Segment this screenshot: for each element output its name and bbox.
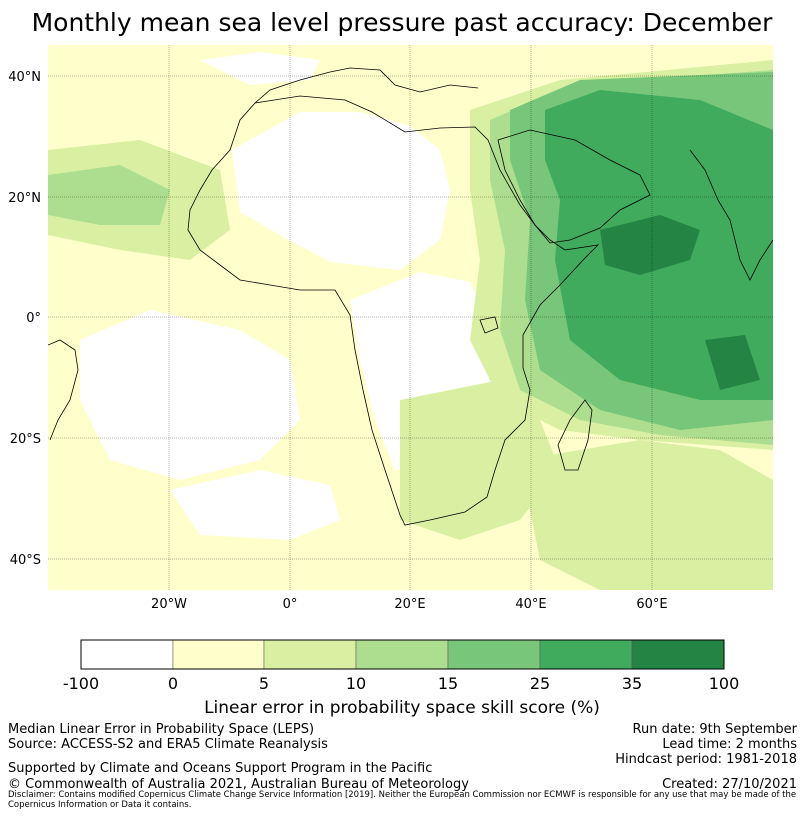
lat-label-20s: 20°S — [10, 432, 41, 447]
support-text: Supported by Climate and Oceans Support … — [8, 761, 433, 776]
lat-label-40s: 40°S — [10, 553, 41, 568]
skill-zone-southern-africa — [400, 380, 560, 540]
skill-zones — [48, 52, 773, 590]
skill-zone-indian-ocean-core — [600, 215, 700, 275]
coastline-madagascar — [557, 399, 593, 471]
copyright-text: © Commonwealth of Australia 2021, Austra… — [8, 777, 469, 792]
colorbar-swatch-5 — [447, 639, 541, 670]
colorbar-label: Linear error in probability space skill … — [204, 698, 600, 718]
run-date-text: Run date: 9th September — [632, 722, 797, 737]
colorbar-tick: 0 — [168, 674, 178, 693]
coastline-arabia — [497, 129, 651, 244]
lon-label-20w: 20°W — [151, 597, 187, 612]
colorbar-tick: 35 — [622, 674, 642, 693]
coastline-africa — [187, 95, 600, 526]
colorbar-outline — [80, 639, 725, 670]
lon-label-40e: 40°E — [515, 597, 546, 612]
created-text: Created: 27/10/2021 — [662, 777, 797, 792]
colorbar-tick: 10 — [346, 674, 366, 693]
method-text: Median Linear Error in Probability Space… — [8, 722, 315, 737]
coastline-india — [689, 149, 773, 281]
source-text: Source: ACCESS-S2 and ERA5 Climate Reana… — [8, 737, 328, 752]
colorbar-tick: 15 — [438, 674, 458, 693]
colorbar-tick: 5 — [259, 674, 269, 693]
hindcast-text: Hindcast period: 1981-2018 — [615, 752, 797, 767]
colorbar: -100 0 5 10 15 25 35 100 — [63, 639, 740, 693]
latitude-labels: 40°N 20°N 0° 20°S 40°S — [8, 70, 41, 568]
disclaimer-text: Disclaimer: Contains modified Copernicus… — [8, 790, 797, 810]
coastline-mediterranean — [254, 67, 479, 104]
skill-zone-south-atlantic — [80, 310, 300, 480]
lead-time-text: Lead time: 2 months — [662, 737, 797, 752]
skill-zone-atlantic-core — [48, 165, 170, 225]
skill-zone-indian-ocean-south — [705, 335, 760, 390]
skill-zone-southwest — [170, 470, 340, 540]
lon-label-0: 0° — [283, 597, 298, 612]
lat-label-20n: 20°N — [8, 191, 41, 206]
skill-zone-sahara — [232, 112, 450, 270]
longitude-labels: 20°W 0° 20°E 40°E 60°E — [151, 597, 668, 612]
colorbar-tick: -100 — [63, 674, 99, 693]
coastline-brazil — [48, 339, 79, 441]
gridlines — [48, 45, 773, 590]
colorbar-swatch-7 — [631, 639, 725, 670]
coastlines — [48, 67, 773, 526]
colorbar-swatch-6 — [539, 639, 633, 670]
colorbar-swatch-2 — [172, 639, 265, 670]
lat-label-0: 0° — [26, 311, 41, 326]
colorbar-swatch-1 — [80, 639, 174, 670]
skill-zone-europe — [200, 52, 320, 85]
lat-label-40n: 40°N — [8, 70, 41, 85]
skill-map: 40°N 20°N 0° 20°S 40°S 20°W 0° 20°E 40°E… — [8, 45, 773, 693]
lon-label-20e: 20°E — [394, 597, 425, 612]
lon-label-60e: 60°E — [636, 597, 667, 612]
colorbar-swatch-3 — [263, 639, 357, 670]
colorbar-tick: 100 — [709, 674, 740, 693]
map-title: Monthly mean sea level pressure past acc… — [31, 8, 773, 37]
coastline-lake-victoria — [479, 316, 499, 334]
colorbar-tick: 25 — [530, 674, 550, 693]
skill-zone-southern-ocean — [520, 440, 773, 590]
colorbar-swatch-4 — [355, 639, 449, 670]
